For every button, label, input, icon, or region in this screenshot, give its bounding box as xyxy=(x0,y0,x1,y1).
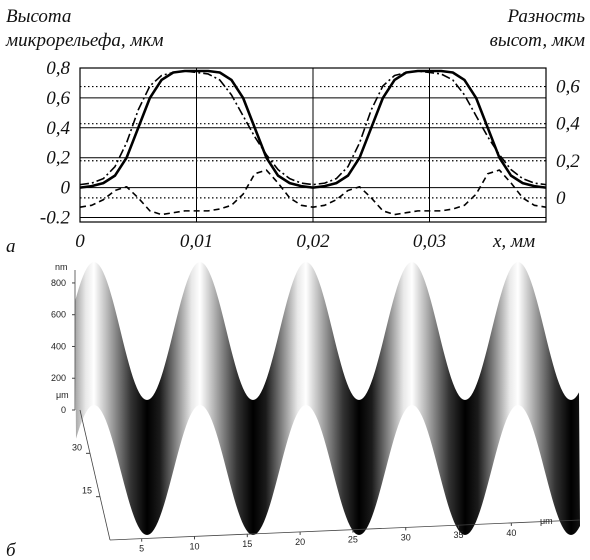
x-tick-label: 15 xyxy=(242,539,252,549)
x-tick-label: 5 xyxy=(139,544,144,554)
z-axis-label: nm xyxy=(55,262,68,272)
x-tick-label: 10 xyxy=(189,541,199,551)
x-tick-label: 25 xyxy=(348,535,358,545)
y2-axis-label: Разность xyxy=(506,6,585,27)
z-tick-label: 200 xyxy=(51,373,66,383)
x-tick-label: 0 xyxy=(75,231,85,252)
y-tick-label: 0,2 xyxy=(46,148,70,169)
y-axis xyxy=(79,409,111,541)
series-line xyxy=(79,169,547,216)
y-tick-label: 0 xyxy=(61,178,71,199)
z-tick-label: 0 xyxy=(61,405,66,415)
y-tick-label: 30 xyxy=(72,442,82,452)
y2-tick-label: 0,4 xyxy=(556,114,580,135)
y2-tick-label: 0,6 xyxy=(556,77,580,98)
y2-tick-label: 0 xyxy=(556,188,566,209)
x-tick-label: 40 xyxy=(506,528,516,538)
z-tick-label: 800 xyxy=(51,278,66,288)
y2-tick-label: 0,2 xyxy=(556,151,580,172)
y-tick-label: 0,8 xyxy=(46,58,70,79)
x-tick-label: 0,02 xyxy=(296,231,330,252)
y-tick-label: 0,6 xyxy=(46,88,70,109)
plot-frame xyxy=(79,67,547,223)
y2-axis-label: высот, мкм xyxy=(490,30,585,51)
y-axis-label: μm xyxy=(56,390,69,400)
surface-image xyxy=(75,262,580,535)
y-axis-label: Высота xyxy=(6,6,71,27)
y-tick-label: -0.2 xyxy=(40,208,71,229)
series-line xyxy=(79,69,547,189)
x-axis xyxy=(109,519,581,541)
x-tick-label: 0,03 xyxy=(413,231,446,252)
x-axis-label: μm xyxy=(540,516,553,526)
y-axis-label: микрорельефа, мкм xyxy=(5,30,164,51)
z-tick-label: 400 xyxy=(51,341,66,351)
x-tick-label: 0,01 xyxy=(180,231,213,252)
x-tick-label: 30 xyxy=(401,532,411,542)
x-tick-label: 20 xyxy=(295,537,305,547)
series-line xyxy=(79,70,547,186)
z-tick-label: 600 xyxy=(51,310,66,320)
y-tick-label: 15 xyxy=(82,486,92,496)
panel-label: а xyxy=(6,236,16,257)
panel-label: б xyxy=(6,540,17,560)
x-axis-label: x, мм xyxy=(492,231,535,252)
y-tick-label: 0,4 xyxy=(46,118,70,139)
x-tick-label: 35 xyxy=(454,530,464,540)
